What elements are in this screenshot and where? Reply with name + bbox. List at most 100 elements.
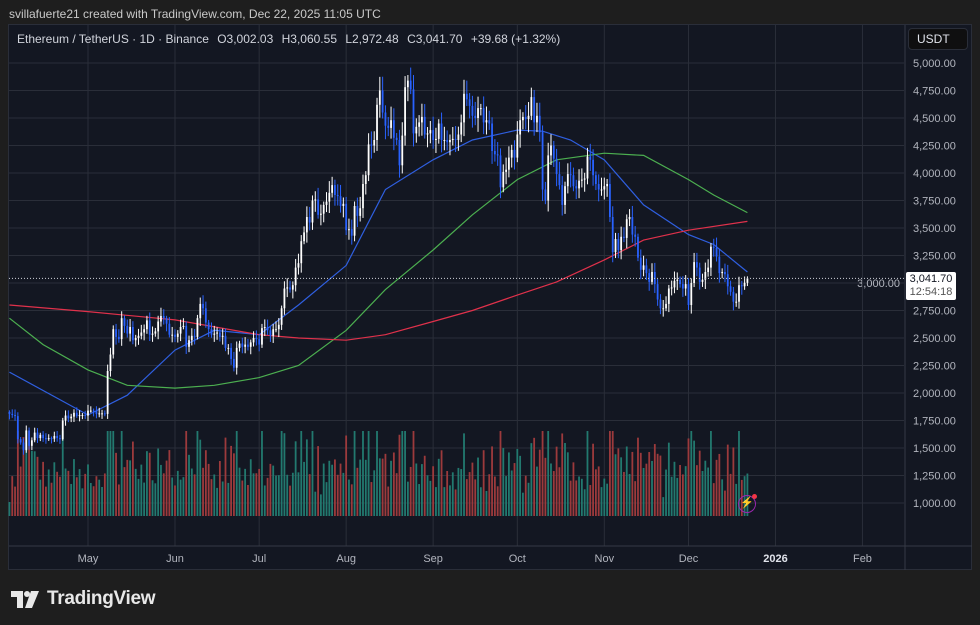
volume-bar: [75, 477, 78, 516]
candle-body: [233, 358, 235, 368]
candle-body: [659, 299, 662, 309]
volume-bar: [392, 452, 395, 516]
candle-body: [300, 241, 303, 264]
bar-countdown: 12:54:18: [909, 286, 953, 298]
volume-bar: [547, 431, 550, 516]
candle-body: [406, 80, 409, 88]
candle-body: [519, 120, 522, 135]
candle-body: [204, 308, 207, 323]
currency-unit-button[interactable]: USDT: [908, 28, 968, 50]
candle-body: [569, 174, 572, 176]
volume-bar: [98, 479, 101, 516]
volume-bar: [421, 464, 423, 516]
y-tick-label: 2,000.00: [913, 388, 956, 400]
high-value: H3,060.55: [281, 32, 337, 46]
candle-body: [78, 415, 81, 417]
candle-body: [631, 217, 634, 235]
volume-bar: [648, 452, 651, 516]
candle-body: [662, 308, 665, 310]
y-tick-label: 4,000.00: [913, 168, 956, 180]
candle-body: [628, 217, 631, 220]
candle-body: [19, 439, 22, 443]
lightning-bolt-icon[interactable]: ⚡: [738, 494, 757, 513]
candle-body: [558, 174, 561, 186]
volume-bar: [162, 473, 165, 516]
candle-body: [353, 206, 356, 236]
volume-bar: [207, 463, 210, 516]
volume-bar: [631, 451, 634, 516]
volume-bar: [221, 481, 224, 516]
volume-bar: [196, 431, 199, 516]
y-tick-label: 1,000.00: [913, 498, 956, 510]
candle-body: [715, 247, 718, 257]
candle-body: [412, 89, 415, 134]
candle-body: [499, 155, 502, 188]
candle-body: [157, 321, 160, 332]
candle-body: [538, 115, 541, 133]
volume-bar: [328, 460, 331, 516]
candle-body: [513, 149, 516, 158]
candle-body: [314, 199, 317, 201]
volume-bar: [126, 459, 129, 516]
volume-bar: [665, 469, 667, 516]
volume-bar: [140, 464, 143, 516]
candle-body: [698, 267, 701, 282]
candle-body: [56, 435, 59, 439]
volume-bar: [437, 458, 440, 516]
candle-body: [625, 219, 628, 238]
candle-body: [743, 282, 746, 287]
candle-body: [611, 217, 614, 253]
volume-bar: [89, 482, 92, 516]
candle-body: [140, 332, 143, 336]
candle-body: [443, 140, 446, 141]
volume-bar: [696, 465, 698, 516]
candle-body: [463, 93, 465, 123]
volume-bar: [684, 466, 687, 516]
y-tick-label: 5,000.00: [913, 58, 956, 70]
candle-body: [143, 329, 146, 333]
volume-bar: [645, 463, 648, 516]
volume-bar: [185, 431, 188, 516]
volume-bar: [112, 431, 115, 516]
volume-bar: [625, 446, 628, 516]
symbol-label[interactable]: Ethereum / TetherUS · 1D · Binance: [17, 32, 209, 46]
x-tick-label: Oct: [509, 553, 526, 565]
x-tick-label: Nov: [595, 553, 615, 565]
volume-bar: [131, 441, 134, 516]
candle-body: [160, 316, 162, 322]
candle-body: [572, 175, 575, 187]
candle-body: [701, 279, 704, 282]
volume-bar: [235, 431, 238, 516]
candle-body: [421, 116, 423, 123]
candle-body: [28, 430, 30, 446]
candle-body: [30, 440, 33, 446]
volume-bar: [157, 448, 160, 516]
candle-body: [241, 343, 244, 347]
volume-bar: [524, 475, 527, 516]
candle-body: [485, 120, 488, 123]
volume-bar: [174, 485, 176, 516]
candle-body: [738, 285, 740, 302]
volume-bar: [404, 431, 406, 516]
candle-body: [457, 134, 460, 140]
volume-bar: [61, 431, 64, 516]
volume-bar: [305, 439, 308, 516]
volume-bar: [707, 467, 710, 516]
candle-body: [710, 246, 712, 268]
volume-bar: [729, 473, 732, 516]
volume-bar: [538, 449, 541, 516]
candle-body: [530, 97, 533, 116]
candle-body: [45, 438, 47, 440]
volume-bar: [499, 431, 502, 516]
candle-body: [182, 325, 185, 327]
volume-bar: [726, 444, 729, 516]
volume-bar: [412, 431, 415, 516]
volume-bar: [103, 473, 106, 516]
candle-body: [496, 154, 499, 156]
volume-bar: [583, 489, 586, 516]
volume-bar: [176, 470, 179, 516]
volume-bar: [387, 486, 390, 516]
candle-body: [87, 410, 89, 416]
candle-body: [488, 120, 491, 124]
